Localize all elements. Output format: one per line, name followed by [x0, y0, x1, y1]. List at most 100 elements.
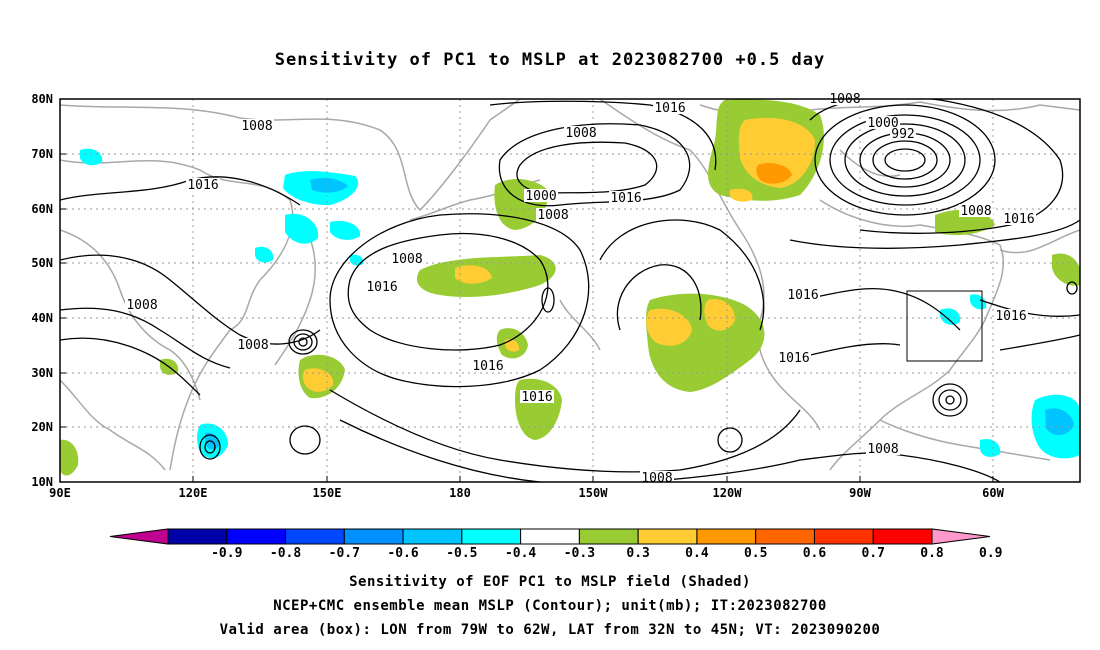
lon-label: 120W — [713, 486, 743, 500]
colorbar-label: 0.5 — [744, 546, 767, 561]
contour-label: 1008 — [537, 208, 568, 223]
contour-label: 1016 — [995, 309, 1026, 324]
lon-label: 150W — [579, 486, 609, 500]
axis-ticks — [59, 98, 994, 483]
colorbar-box — [813, 528, 874, 545]
lon-label: 120E — [179, 486, 208, 500]
colorbar-box — [343, 528, 404, 545]
lon-label: 90W — [849, 486, 871, 500]
map-frame — [59, 98, 1081, 483]
contour-label: 1016 — [472, 359, 503, 374]
colorbar-label: 0.9 — [979, 546, 1002, 561]
contour-label: 1016 — [1003, 212, 1034, 227]
contour-label-bg — [786, 288, 820, 301]
colorbar-left-arrow — [109, 528, 169, 545]
colorbar: -0.9 -0.8 -0.7 -0.6 -0.5 -0.4 -0.3 0.3 0.4 0.5 0.6… — [109, 528, 1003, 561]
contour-label-bg — [959, 204, 993, 217]
colorbar-label: -0.8 — [270, 546, 301, 561]
contour-label-bg — [240, 119, 274, 132]
colorbar-box — [520, 528, 580, 545]
valid-area-box — [906, 290, 983, 362]
caption-line-2: NCEP+CMC ensemble mean MSLP (Contour); u… — [273, 598, 827, 614]
lat-label: 70N — [31, 147, 53, 161]
contour-label: 1008 — [126, 298, 157, 313]
contour-label-bg — [609, 191, 643, 204]
contour-label: 1016 — [610, 191, 641, 206]
colorbar-label: 0.8 — [920, 546, 944, 561]
contour-label-bg — [1002, 212, 1036, 225]
colorbar-label: -0.9 — [211, 546, 242, 561]
colorbar-label: 0.7 — [861, 546, 884, 561]
colorbar-box — [461, 528, 522, 545]
lon-label: 60W — [982, 486, 1004, 500]
contour-label-bg — [564, 126, 598, 139]
contour-label: 1008 — [867, 442, 898, 457]
caption-line-1: Sensitivity of EOF PC1 to MSLP field (Sh… — [349, 574, 751, 590]
contour-label-bg — [524, 189, 558, 202]
lat-label: 20N — [31, 420, 53, 434]
lat-label: 30N — [31, 366, 53, 380]
plot-title: Sensitivity of PC1 to MSLP at 2023082700… — [274, 50, 826, 70]
contour-label: 1008 — [641, 471, 672, 486]
grid — [60, 99, 1080, 482]
colorbar-box — [637, 528, 698, 545]
contour-label-bg — [186, 178, 220, 191]
colorbar-label: 0.6 — [803, 546, 827, 561]
contour-label-bg — [890, 127, 916, 140]
colorbar-label: -0.5 — [446, 546, 477, 561]
contour-label-bg — [994, 309, 1028, 322]
contour-label: 1016 — [187, 178, 218, 193]
colorbar-box — [872, 528, 933, 545]
longitude-labels: 90E 120E 150E 180 150W 120W 90W 60W — [49, 486, 1004, 500]
colorbar-box — [167, 528, 228, 545]
contour-label-bg — [471, 359, 505, 372]
contour-label: 1016 — [521, 390, 552, 405]
contour-label: 1016 — [366, 280, 397, 295]
colorbar-box — [226, 528, 287, 545]
contour-label-bg — [236, 338, 270, 351]
contour-label: 1008 — [565, 126, 596, 141]
lat-label: 60N — [31, 202, 53, 216]
colorbar-right-arrow — [931, 528, 991, 545]
colorbar-label: -0.7 — [329, 546, 360, 561]
colorbar-box — [285, 528, 345, 545]
contour-label-bg — [536, 208, 570, 221]
contour-label-bg — [653, 101, 687, 114]
lon-label: 90E — [49, 486, 71, 500]
contour-label: 1016 — [787, 288, 818, 303]
contour-label-bg — [520, 390, 554, 403]
contour-label: 1016 — [654, 101, 685, 116]
contour-label-bg — [777, 351, 811, 364]
contour-label: 1008 — [241, 119, 272, 134]
contour-label: 1000 — [525, 189, 556, 204]
lon-label: 150E — [313, 486, 342, 500]
colorbar-label: -0.4 — [505, 546, 536, 561]
lon-label: 180 — [449, 486, 471, 500]
colorbar-label: 0.3 — [626, 546, 649, 561]
contour-label: 992 — [891, 127, 914, 142]
contour-label-bg — [866, 116, 900, 129]
contour-label: 1008 — [391, 252, 422, 267]
lat-label: 40N — [31, 311, 53, 325]
contour-label-bg — [125, 298, 159, 311]
contour-label-bg — [390, 252, 424, 265]
colorbar-label: -0.6 — [387, 546, 418, 561]
contour-label-bg — [640, 471, 674, 484]
latitude-labels: 80N 70N 60N 50N 40N 30N 20N 10N — [31, 92, 53, 489]
caption-line-3: Valid area (box): LON from 79W to 62W, L… — [219, 622, 881, 638]
lat-label: 80N — [31, 92, 53, 106]
lat-label: 50N — [31, 256, 53, 270]
colorbar-box — [696, 528, 757, 545]
contour-label: 1016 — [778, 351, 809, 366]
contour-label-bg — [866, 442, 900, 455]
colorbar-label: 0.4 — [685, 546, 709, 561]
contour-label: 1008 — [237, 338, 268, 353]
colorbar-label: -0.3 — [564, 546, 595, 561]
contour-label: 1008 — [960, 204, 991, 219]
contour-label-bg — [365, 280, 399, 293]
lat-label: 10N — [31, 475, 53, 489]
colorbar-box — [755, 528, 815, 545]
colorbar-box — [402, 528, 463, 545]
